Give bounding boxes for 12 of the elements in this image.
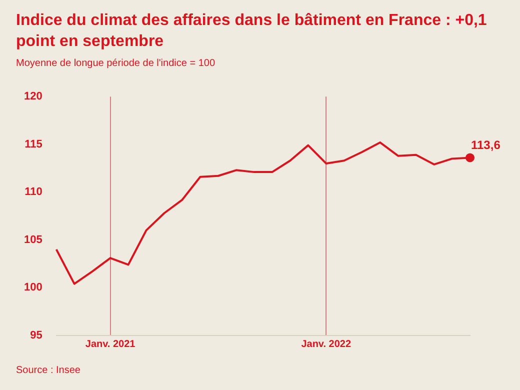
y-tick-label: 120 — [24, 90, 42, 103]
y-tick-label: 110 — [24, 186, 42, 198]
source-note: Source : Insee — [16, 365, 80, 376]
x-tick-label: Janv. 2021 — [85, 339, 136, 350]
y-tick-label: 115 — [24, 138, 42, 150]
y-tick-label: 95 — [30, 329, 42, 342]
data-label: 113,6 — [471, 138, 501, 152]
y-tick-label: 100 — [24, 282, 42, 294]
y-tick-label: 105 — [24, 234, 42, 246]
chart-title: Indice du climat des affaires dans le bâtiment en France : +0,1 point en septembre — [16, 11, 488, 52]
x-tick-label: Janv. 2022 — [301, 339, 352, 350]
chart-subtitle: Moyenne de longue période de l'indice = 100 — [16, 58, 216, 69]
